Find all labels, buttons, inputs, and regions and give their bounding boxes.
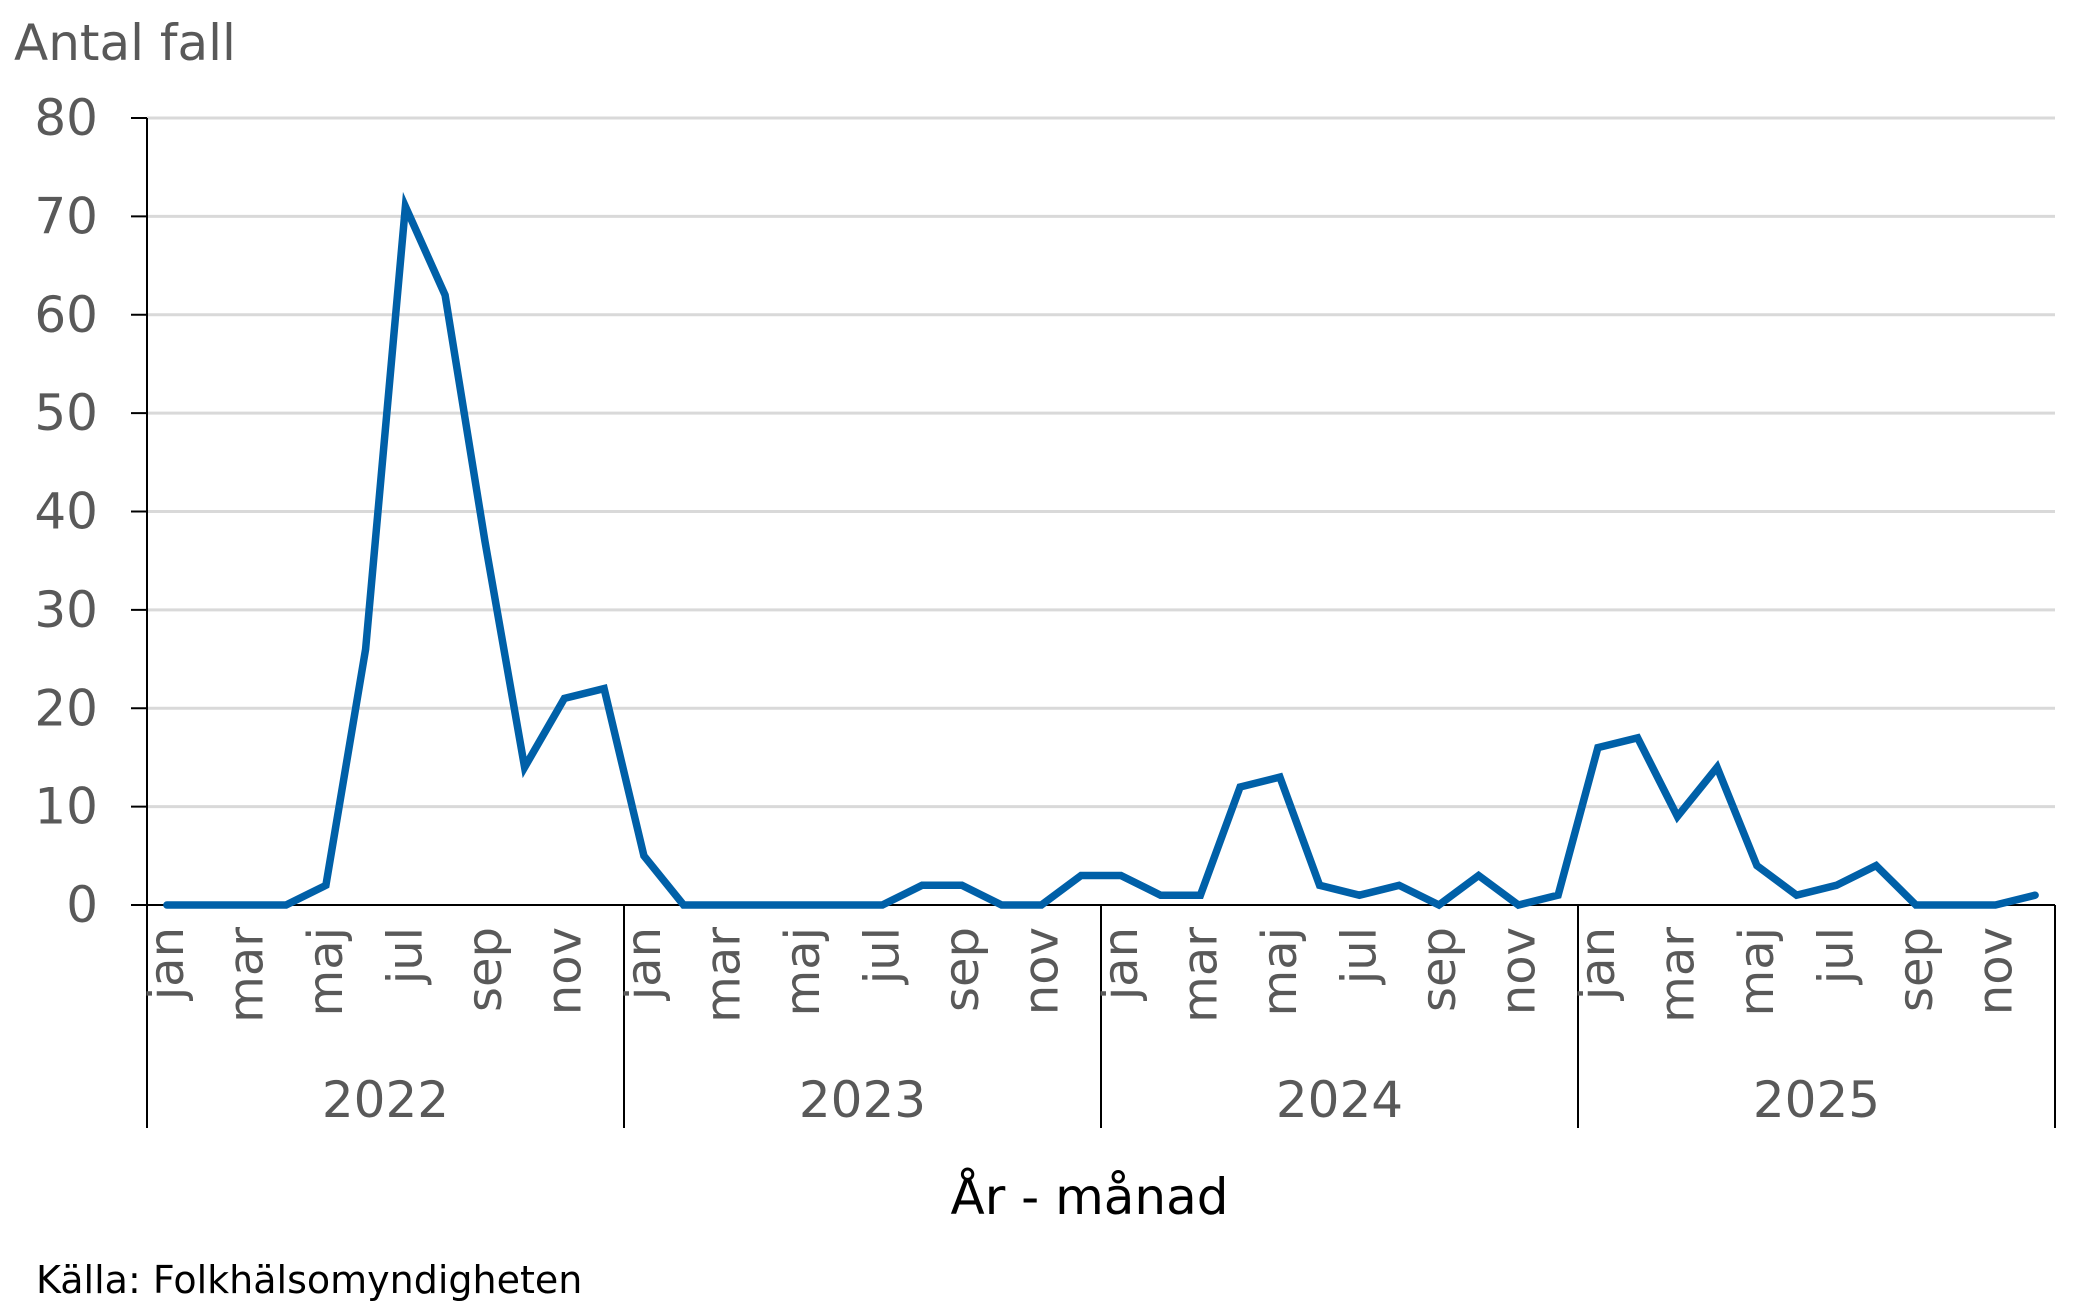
x-month-label: jan <box>1570 927 1626 1001</box>
x-month-label: jul <box>377 927 433 985</box>
x-month-label: jul <box>854 927 910 985</box>
x-month-label: jan <box>1093 927 1149 1001</box>
x-axis-title: År - månad <box>0 1168 2079 1226</box>
x-month-label: sep <box>1411 927 1467 1012</box>
x-month-label: mar <box>1172 927 1228 1023</box>
x-month-label: jul <box>1808 927 1864 985</box>
x-month-label: mar <box>218 927 274 1023</box>
source-note: Källa: Folkhälsomyndigheten <box>36 1258 582 1302</box>
x-month-label: sep <box>457 927 513 1012</box>
y-tick-label: 40 <box>34 483 98 541</box>
x-month-label: sep <box>1888 927 1944 1012</box>
x-month-label: nov <box>1490 927 1546 1015</box>
x-month-label: jan <box>616 927 672 1001</box>
x-month-label: maj <box>775 927 831 1017</box>
y-tick-label: 80 <box>34 89 98 147</box>
x-month-label: maj <box>1252 927 1308 1017</box>
x-month-label: nov <box>1967 927 2023 1015</box>
x-month-label: sep <box>934 927 990 1012</box>
x-year-label: 2022 <box>322 1071 449 1129</box>
x-month-label: nov <box>1013 927 1069 1015</box>
x-year-label: 2025 <box>1753 1071 1880 1129</box>
y-tick-label: 70 <box>34 187 98 245</box>
y-tick-label: 50 <box>34 384 98 442</box>
gridlines <box>147 118 2055 807</box>
y-tick-label: 0 <box>66 876 98 934</box>
x-month-label: maj <box>1729 927 1785 1017</box>
y-tick-label: 20 <box>34 679 98 737</box>
y-tick-label: 30 <box>34 581 98 639</box>
x-month-label: mar <box>1649 927 1705 1023</box>
x-month-label: mar <box>695 927 751 1023</box>
x-month-label: nov <box>536 927 592 1015</box>
series-layer <box>167 206 2035 905</box>
x-month-label: jan <box>139 927 195 1001</box>
y-tick-label: 10 <box>34 778 98 836</box>
x-month-label: maj <box>298 927 354 1017</box>
y-tick-label: 60 <box>34 286 98 344</box>
series-line <box>167 207 2035 906</box>
y-axis-ticks: 0 10 20 30 40 50 60 70 80 <box>34 89 147 934</box>
x-year-label: 2023 <box>799 1071 926 1129</box>
x-month-label: jul <box>1331 927 1387 985</box>
x-year-label: 2024 <box>1276 1071 1403 1129</box>
